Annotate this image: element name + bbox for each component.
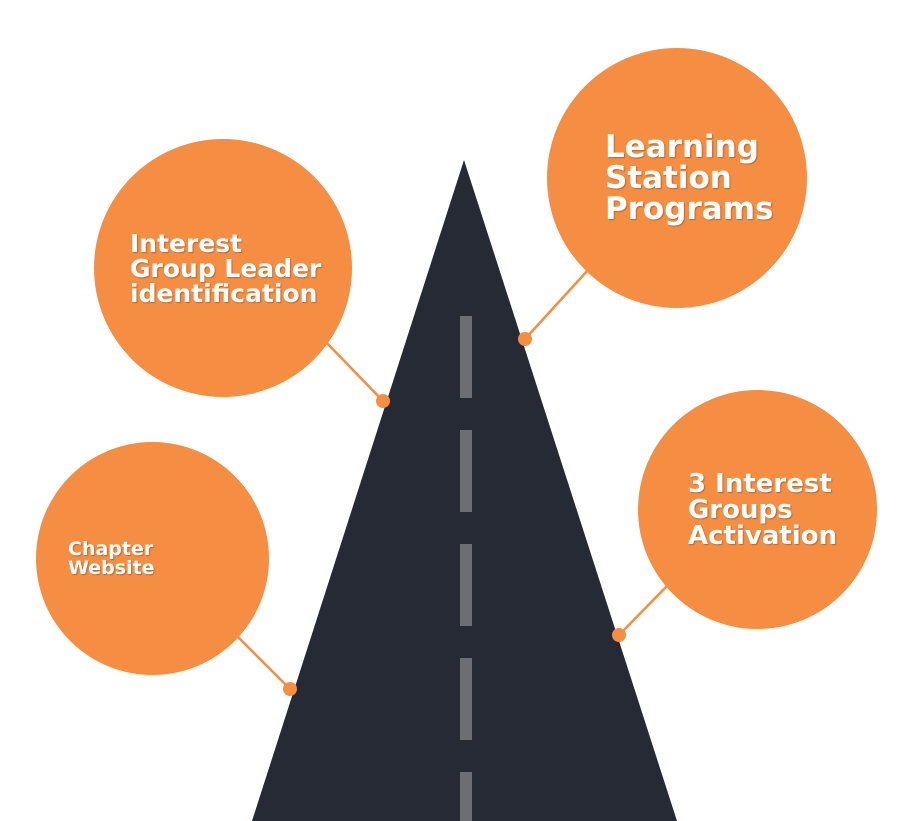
connector-dot-activation: [612, 628, 626, 642]
lane-dash: [460, 430, 472, 512]
milestone-label: Chapter Website: [68, 537, 155, 579]
connector-line-activation: [618, 584, 669, 636]
milestone-learning-station-programs: Learning Station Programs: [547, 48, 807, 308]
milestone-interest-group-leader-identification: Interest Group Leader identification: [94, 139, 352, 397]
connectors: [231, 269, 669, 696]
lane-markings: [460, 316, 472, 821]
connector-dot-chapter: [283, 682, 297, 696]
lane-dash: [460, 544, 472, 626]
connector-dot-interest-leader: [376, 394, 390, 408]
milestone-label: 3 Interest Groups Activation: [688, 468, 838, 551]
connector-line-interest-leader: [321, 337, 384, 402]
milestone-interest-groups-activation: 3 Interest Groups Activation: [638, 390, 877, 629]
lane-dash: [460, 772, 472, 821]
milestone-label: Interest Group Leader identification: [130, 228, 322, 308]
connector-line-learning: [524, 269, 589, 340]
milestone-chapter-website: Chapter Website: [36, 442, 269, 675]
connector-dot-learning: [518, 332, 532, 346]
lane-dash: [460, 658, 472, 740]
lane-dash: [460, 316, 472, 398]
milestone-label: Learning Station Programs: [605, 128, 774, 227]
connector-line-chapter: [231, 630, 291, 690]
